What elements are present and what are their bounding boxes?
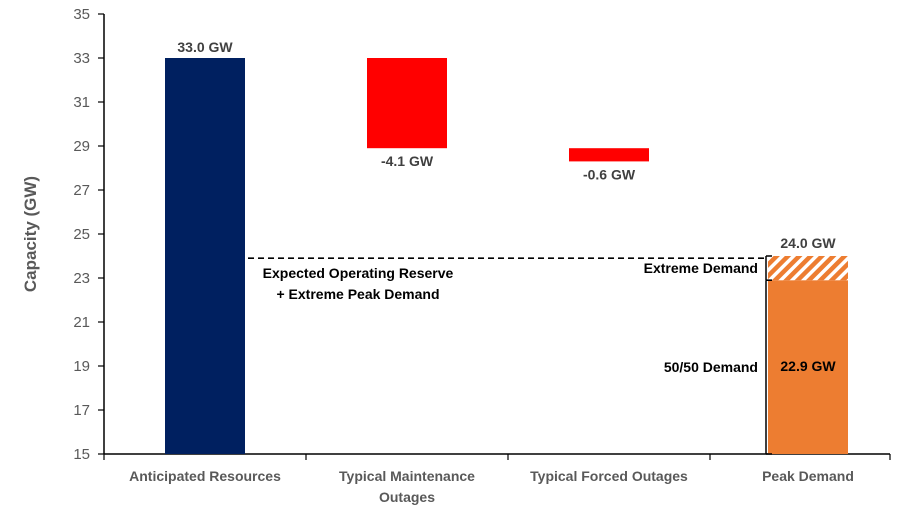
y-tick-label: 19 [73, 358, 90, 375]
y-tick-label: 17 [73, 402, 90, 419]
bar-1 [165, 58, 245, 454]
y-tick-label: 25 [73, 226, 90, 243]
bar-value-label: -0.6 GW [583, 166, 636, 182]
x-category-label: Outages [379, 489, 435, 505]
y-tick-label: 35 [73, 6, 90, 23]
y-tick-label: 31 [73, 94, 90, 111]
y-tick-label: 23 [73, 270, 90, 287]
peak-demand-base-bar [768, 280, 848, 454]
y-axis-label: Capacity (GW) [21, 176, 40, 292]
x-category-label: Peak Demand [762, 468, 854, 484]
y-tick-label: 27 [73, 182, 90, 199]
y-tick-label: 33 [73, 50, 90, 67]
peak-base-label: 22.9 GW [780, 358, 836, 374]
y-tick-label: 15 [73, 446, 90, 463]
x-category-label: Typical Forced Outages [530, 468, 688, 484]
x-category-label: Anticipated Resources [129, 468, 281, 484]
reference-line-label: Expected Operating Reserve [263, 265, 454, 281]
y-tick-label: 21 [73, 314, 90, 331]
bracket-label: 50/50 Demand [664, 359, 758, 375]
bar-value-label: -4.1 GW [381, 153, 434, 169]
y-tick-label: 29 [73, 138, 90, 155]
bar-3 [569, 148, 649, 162]
bar-value-label: 33.0 GW [177, 39, 233, 55]
peak-total-label: 24.0 GW [780, 235, 836, 251]
reference-line-label: + Extreme Peak Demand [276, 286, 439, 302]
bracket-label: Extreme Demand [644, 260, 758, 276]
x-category-label: Typical Maintenance [339, 468, 475, 484]
bar-2 [367, 58, 447, 149]
peak-demand-extreme-bar [768, 256, 848, 281]
